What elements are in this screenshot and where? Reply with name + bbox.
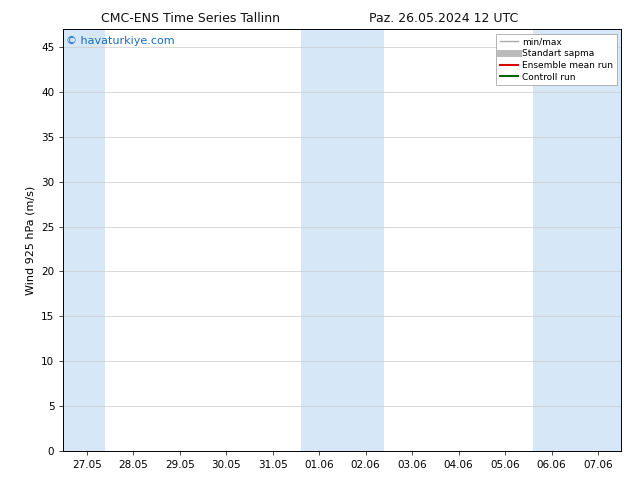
Text: Paz. 26.05.2024 12 UTC: Paz. 26.05.2024 12 UTC [369,12,519,25]
Text: CMC-ENS Time Series Tallinn: CMC-ENS Time Series Tallinn [101,12,280,25]
Bar [63,29,105,451]
Y-axis label: Wind 925 hPa (m/s): Wind 925 hPa (m/s) [25,186,36,294]
Legend: min/max, Standart sapma, Ensemble mean run, Controll run: min/max, Standart sapma, Ensemble mean r… [496,34,617,85]
Bar [533,29,621,451]
Text: © havaturkiye.com: © havaturkiye.com [66,36,175,46]
Bar [301,29,384,451]
